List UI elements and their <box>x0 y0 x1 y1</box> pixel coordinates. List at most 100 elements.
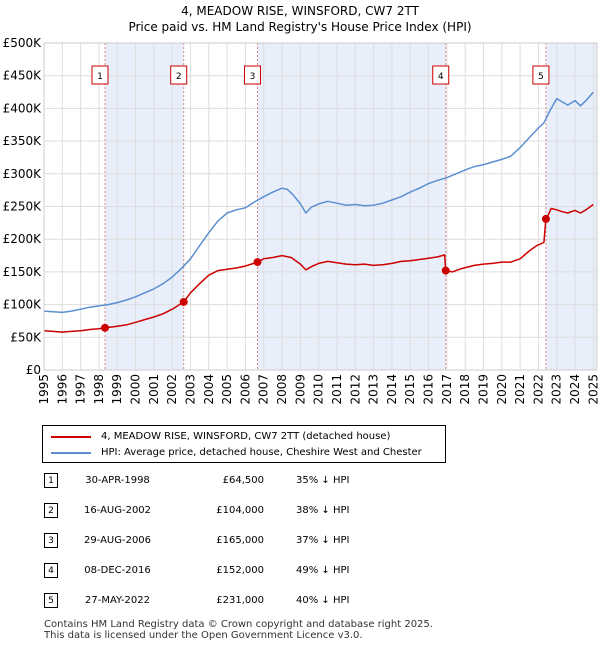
x-tick-label: 2024 <box>568 374 582 405</box>
sale-date: 30-APR-1998 <box>85 475 150 486</box>
x-tick-label: 2018 <box>458 374 472 405</box>
sale-hpi-diff: 37% ↓ HPI <box>296 535 350 546</box>
x-tick-label: 1999 <box>110 374 124 405</box>
y-tick-label: £100K <box>3 298 43 312</box>
sale-marker-label-3: 3 <box>250 72 256 82</box>
x-tick-label: 2014 <box>385 374 399 405</box>
y-tick-label: £400K <box>3 101 43 115</box>
x-tick-label: 2010 <box>312 374 326 405</box>
sale-point-3 <box>253 258 262 267</box>
x-tick-label: 2015 <box>403 374 417 405</box>
sale-hpi-diff: 49% ↓ HPI <box>296 565 350 576</box>
legend-swatch-hpi <box>51 452 91 454</box>
legend-item-hpi: HPI: Average price, detached house, Ches… <box>43 445 443 461</box>
x-tick-label: 1998 <box>92 374 106 405</box>
y-tick-label: £50K <box>10 330 42 344</box>
x-tick-label: 2007 <box>257 374 271 405</box>
x-tick-label: 2022 <box>531 374 545 405</box>
x-tick-label: 1997 <box>74 374 88 405</box>
legend-swatch-property <box>51 436 91 438</box>
sale-price: £64,500 <box>222 475 264 486</box>
x-tick-label: 2013 <box>367 374 381 405</box>
sale-price: £152,000 <box>216 565 264 576</box>
y-tick-label: £350K <box>3 134 43 148</box>
sale-point-1 <box>100 323 109 332</box>
sale-row: 3 29-AUG-2006 £165,000 37% ↓ HPI <box>44 533 584 549</box>
sale-hpi-diff: 40% ↓ HPI <box>296 595 350 606</box>
sale-marker-box-2 <box>170 65 188 85</box>
sale-date: 16-AUG-2002 <box>83 505 152 516</box>
sale-marker-label-4: 4 <box>438 72 444 82</box>
footer-copyright: Contains HM Land Registry data © Crown c… <box>44 619 433 630</box>
chart-subtitle: Price paid vs. HM Land Registry's House … <box>128 20 472 34</box>
sale-markers: 1 2 3 4 5 <box>91 65 550 85</box>
sale-marker-box-5 <box>532 65 550 85</box>
sale-number: 5 <box>44 593 58 608</box>
x-tick-label: 2008 <box>275 374 289 405</box>
price-chart: 1 2 3 4 5 £0 £50K £100K £150K £200K £250K £300K £35… <box>3 36 600 405</box>
legend-item-property: 4, MEADOW RISE, WINSFORD, CW7 2TT (detac… <box>43 429 443 445</box>
sale-point-4 <box>441 266 450 275</box>
sale-number: 1 <box>44 473 58 488</box>
sale-price: £231,000 <box>216 595 264 606</box>
sale-date: 08-DEC-2016 <box>84 565 151 576</box>
property-price-line <box>43 203 594 333</box>
sale-date: 29-AUG-2006 <box>83 535 152 546</box>
sale-row: 1 30-APR-1998 £64,500 35% ↓ HPI <box>44 473 584 489</box>
y-tick-label: £300K <box>3 167 43 181</box>
sale-hpi-diff: 38% ↓ HPI <box>296 505 350 516</box>
sale-point-2 <box>179 297 188 306</box>
legend-label-hpi: HPI: Average price, detached house, Ches… <box>101 447 422 458</box>
sale-point-5 <box>541 214 550 223</box>
sale-marker-label-2: 2 <box>176 72 182 82</box>
sale-hpi-diff: 35% ↓ HPI <box>296 475 350 486</box>
sale-number: 3 <box>44 533 58 548</box>
x-tick-label: 1995 <box>37 374 51 405</box>
x-tick-label: 2001 <box>147 374 161 405</box>
sale-marker-box-1 <box>91 65 109 85</box>
sale-row: 4 08-DEC-2016 £152,000 49% ↓ HPI <box>44 563 584 579</box>
y-tick-label: £450K <box>3 69 43 83</box>
x-tick-label: 1996 <box>55 374 69 405</box>
sale-lines <box>104 43 547 370</box>
footer-licence: This data is licensed under the Open Gov… <box>44 630 363 641</box>
y-tick-label: £200K <box>3 232 43 246</box>
axes: £0 £50K £100K £150K £200K £250K £300K £350K £400… <box>3 36 600 405</box>
x-tick-label: 2004 <box>202 374 216 405</box>
x-tick-label: 2020 <box>495 374 509 405</box>
x-tick-label: 2000 <box>129 374 143 405</box>
sale-price: £165,000 <box>216 535 264 546</box>
x-tick-label: 2005 <box>220 374 234 405</box>
plot-frame <box>43 42 598 371</box>
x-tick-label: 2003 <box>183 374 197 405</box>
sale-price: £104,000 <box>216 505 264 516</box>
x-tick-label: 2011 <box>330 374 344 405</box>
sale-number: 2 <box>44 503 58 518</box>
sale-marker-box-3 <box>244 65 262 85</box>
sale-marker-label-5: 5 <box>538 72 544 82</box>
x-tick-label: 2009 <box>293 374 307 405</box>
x-tick-label: 2025 <box>586 374 600 405</box>
hpi-line <box>43 91 594 314</box>
chart-title: 4, MEADOW RISE, WINSFORD, CW7 2TT <box>181 4 419 18</box>
x-tick-label: 2019 <box>476 374 490 405</box>
sale-date: 27-MAY-2022 <box>84 595 150 606</box>
x-tick-label: 2002 <box>165 374 179 405</box>
y-tick-label: £500K <box>3 36 43 50</box>
x-tick-label: 2006 <box>238 374 252 405</box>
legend: 4, MEADOW RISE, WINSFORD, CW7 2TT (detac… <box>42 425 446 463</box>
x-tick-label: 2016 <box>422 374 436 405</box>
legend-label-property: 4, MEADOW RISE, WINSFORD, CW7 2TT (detac… <box>101 431 391 442</box>
sale-number: 4 <box>44 563 58 578</box>
x-tick-label: 2021 <box>513 374 527 405</box>
x-tick-label: 2017 <box>440 374 454 405</box>
sale-marker-box-4 <box>432 65 450 85</box>
y-tick-label: £0 <box>26 363 41 377</box>
y-tick-label: £250K <box>3 200 43 214</box>
x-tick-label: 2012 <box>348 374 362 405</box>
series <box>43 91 594 333</box>
sale-row: 5 27-MAY-2022 £231,000 40% ↓ HPI <box>44 593 584 609</box>
x-tick-label: 2023 <box>550 374 564 405</box>
sale-row: 2 16-AUG-2002 £104,000 38% ↓ HPI <box>44 503 584 519</box>
y-tick-label: £150K <box>3 265 43 279</box>
